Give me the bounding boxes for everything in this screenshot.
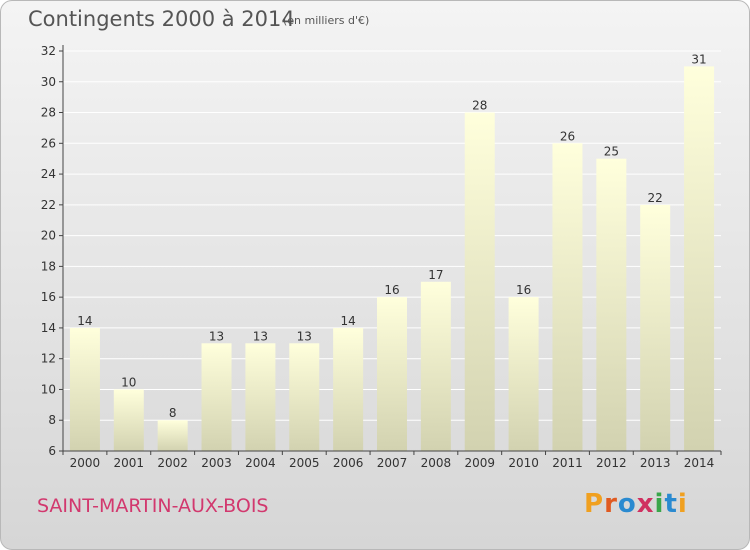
y-tick-label: 20	[41, 229, 56, 243]
chart-unit-label: (en milliers d'€)	[283, 14, 370, 27]
x-tick-label: 2014	[684, 456, 715, 470]
data-label: 25	[604, 145, 619, 159]
x-tick-label: 2003	[201, 456, 232, 470]
x-tick-label: 2011	[552, 456, 583, 470]
x-tick-label: 2005	[289, 456, 320, 470]
data-label: 13	[253, 329, 268, 343]
y-tick-label: 32	[41, 44, 56, 58]
data-label: 26	[560, 129, 575, 143]
y-tick-label: 30	[41, 75, 56, 89]
place-name: SAINT-MARTIN-AUX-BOIS	[37, 495, 269, 517]
y-tick-label: 10	[41, 382, 56, 396]
x-tick-label: 2006	[333, 456, 364, 470]
bar	[684, 66, 715, 451]
data-label: 22	[648, 191, 663, 205]
bar	[289, 343, 320, 451]
data-label: 8	[169, 406, 177, 420]
data-label: 28	[472, 99, 487, 113]
bar	[596, 158, 627, 451]
data-label: 13	[209, 329, 224, 343]
x-tick-label: 2013	[640, 456, 671, 470]
x-tick-label: 2007	[377, 456, 408, 470]
x-tick-label: 2008	[421, 456, 452, 470]
proxiti-logo: Proxiti	[584, 489, 688, 519]
bar	[508, 297, 539, 451]
logo-letter: r	[604, 489, 618, 519]
y-tick-label: 6	[48, 444, 56, 458]
bar	[420, 281, 451, 451]
data-label: 13	[297, 329, 312, 343]
bar	[113, 389, 144, 451]
x-tick-label: 2000	[70, 456, 101, 470]
logo-letter: x	[636, 489, 655, 519]
data-label: 31	[691, 52, 706, 66]
data-label: 16	[516, 283, 531, 297]
data-label: 14	[77, 314, 92, 328]
x-tick-label: 2002	[157, 456, 188, 470]
bar	[464, 112, 495, 452]
chart-title: Contingents 2000 à 2014	[28, 7, 295, 31]
y-tick-label: 26	[41, 136, 56, 150]
x-tick-label: 2004	[245, 456, 276, 470]
logo-letter: P	[584, 489, 605, 519]
bar	[157, 420, 188, 451]
y-tick-label: 18	[41, 259, 56, 273]
bar	[333, 327, 364, 451]
bar	[552, 143, 583, 452]
logo-letter: i	[654, 489, 665, 519]
bar	[640, 204, 671, 451]
y-tick-label: 28	[41, 106, 56, 120]
logo-letter: t	[664, 489, 678, 519]
logo-letter: i	[677, 489, 688, 519]
y-tick-label: 12	[41, 352, 56, 366]
x-tick-label: 2012	[596, 456, 627, 470]
y-tick-label: 8	[48, 413, 56, 427]
bar	[69, 327, 100, 451]
bar	[377, 297, 407, 451]
logo-letter: o	[617, 489, 637, 519]
bar	[201, 343, 232, 451]
x-tick-label: 2001	[114, 456, 145, 470]
data-label: 16	[384, 283, 399, 297]
data-label: 10	[121, 375, 136, 389]
data-label: 17	[428, 268, 443, 282]
x-tick-label: 2009	[464, 456, 495, 470]
x-tick-label: 2010	[508, 456, 539, 470]
data-label: 14	[340, 314, 355, 328]
y-tick-label: 16	[41, 290, 56, 304]
bar	[245, 343, 276, 451]
y-tick-label: 24	[41, 167, 56, 181]
y-tick-label: 22	[41, 198, 56, 212]
y-tick-label: 14	[41, 321, 56, 335]
